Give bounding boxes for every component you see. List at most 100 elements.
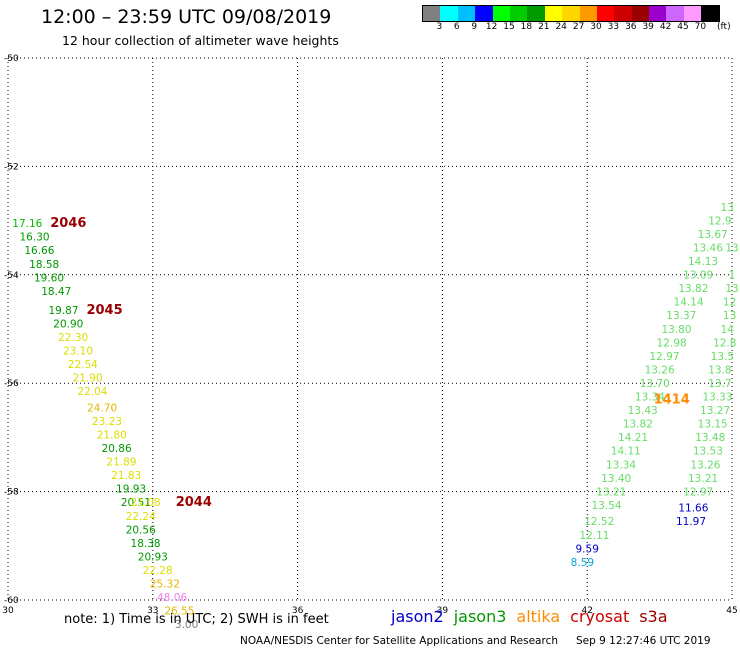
wave-height-label: 21.80	[97, 429, 127, 441]
color-scale-label: 24	[555, 22, 567, 32]
color-scale-labels: 3 6 9 12 15 18 21 24 27 30 33 36 39 42 45 70 (ft)	[422, 22, 740, 36]
wave-height-label: 13.82	[678, 283, 708, 295]
wave-height-label: 19.87	[48, 305, 78, 317]
wave-height-label: 26.55	[164, 606, 194, 618]
color-swatch	[423, 6, 441, 21]
wave-height-label: 24.70	[87, 402, 117, 414]
footnote: note: 1) Time is in UTC; 2) SWH is in fe…	[64, 612, 329, 627]
color-scale-label: 21	[538, 22, 550, 32]
wave-height-label: 13.82	[623, 419, 653, 431]
wave-height-label: 13.5	[711, 351, 734, 363]
wave-height-label: 17.16	[12, 218, 42, 230]
latitude-tick-label: -52	[4, 162, 19, 172]
satellite-legend-item: jason2	[391, 607, 444, 626]
longitude-tick-label: 33	[147, 606, 158, 616]
page-title: 12:00 – 23:59 UTC 09/08/2019	[41, 6, 332, 28]
wave-height-label: 13	[725, 242, 738, 254]
wave-height-label: 19.60	[34, 272, 64, 284]
wave-height-label: 13.26	[645, 364, 675, 376]
color-swatch	[492, 6, 510, 21]
wave-height-label: 20.51	[121, 497, 151, 509]
wave-height-label: 12.9	[708, 215, 731, 227]
track-id-label: 1414	[654, 392, 690, 407]
wave-height-label: 13.43	[628, 405, 658, 417]
wave-height-label: 22.54	[68, 359, 98, 371]
wave-height-label: 20.86	[102, 443, 132, 455]
wave-height-label: 13.7	[708, 378, 731, 390]
wave-height-label: 48.06	[157, 592, 187, 604]
wave-height-label: 12.11	[579, 530, 609, 542]
wave-height-label: 14.11	[611, 446, 641, 458]
latitude-tick-label: -56	[4, 379, 19, 389]
track-id-label: 2045	[86, 303, 122, 318]
color-swatch	[527, 6, 545, 21]
color-scale-label: 42	[659, 22, 672, 32]
wave-height-label: 20.93	[138, 551, 168, 563]
latitude-tick-label: -54	[4, 271, 19, 281]
wave-height-label: 13	[723, 310, 736, 322]
page-subtitle: 12 hour collection of altimeter wave hei…	[62, 33, 339, 48]
wave-height-label: 13.33	[702, 392, 732, 404]
wave-height-label: 13	[720, 202, 733, 214]
color-scale-label: 39	[642, 22, 654, 32]
color-scale-label: 45	[677, 22, 689, 32]
latitude-tick-label: -58	[4, 488, 19, 498]
color-swatch	[701, 6, 719, 21]
wave-height-label: 18.58	[29, 259, 59, 271]
wave-height-label: 21.83	[111, 470, 141, 482]
color-scale-unit: (ft)	[717, 22, 731, 32]
wave-height-label: 23.23	[92, 416, 122, 428]
wave-height-label: 22.28	[143, 565, 173, 577]
color-scale-label: 6	[453, 22, 460, 32]
color-scale-label: 36	[625, 22, 637, 32]
satellite-legend-item: altika	[516, 607, 561, 626]
satellite-legend: jason2 jason3 altika cryosat s3a	[391, 607, 678, 626]
color-scale-label: 15	[503, 22, 515, 32]
satellite-legend-item: jason3	[453, 607, 507, 626]
color-swatch	[683, 6, 702, 21]
longitude-tick-label: 42	[581, 606, 592, 616]
wave-height-label: 21.08	[131, 497, 161, 509]
wave-height-label: 13.26	[690, 459, 720, 471]
color-scale-label: 12	[485, 22, 498, 32]
color-scale-label: 3	[436, 22, 443, 32]
wave-height-label: 11.97	[676, 516, 706, 528]
wave-height-label: 12.8	[713, 337, 736, 349]
wave-height-label: 12.98	[657, 337, 687, 349]
color-scale-label: 9	[471, 22, 478, 32]
longitude-tick-label: 36	[292, 606, 304, 616]
color-swatch	[614, 6, 632, 21]
satellite-legend-item: s3a	[639, 607, 668, 626]
wave-height-label: 21.90	[73, 373, 103, 385]
wave-height-label: 25.32	[150, 579, 180, 591]
timestamp: Sep 9 12:27:46 UTC 2019	[576, 635, 711, 647]
wave-height-label: 23.10	[63, 345, 93, 357]
wave-height-label: 19.93	[116, 484, 146, 496]
latitude-tick-label: -50	[4, 54, 19, 64]
wave-height-label: 13.27	[700, 405, 730, 417]
wave-height-label: 13.48	[695, 432, 725, 444]
wave-height-label: 16.30	[20, 232, 50, 244]
wave-height-label: 18.38	[131, 538, 161, 550]
color-swatch	[596, 6, 615, 21]
wave-height-label: 22.30	[58, 332, 88, 344]
wave-height-label: 13.09	[683, 270, 713, 282]
wave-height-label: 9.59	[576, 543, 599, 555]
wave-height-label: 12.97	[683, 486, 713, 498]
wave-height-label: 13.37	[666, 310, 696, 322]
color-scale-label: 70	[694, 22, 707, 32]
wave-height-label: 22.24	[126, 511, 156, 523]
color-swatch	[509, 6, 528, 21]
wave-height-label: 14.13	[688, 256, 718, 268]
wave-height-label: 12.52	[584, 516, 614, 528]
wave-height-label: 14.21	[618, 432, 648, 444]
wave-height-label: 13.67	[698, 229, 728, 241]
wave-height-label: 1	[729, 270, 736, 282]
wave-height-label: 13.21	[596, 486, 626, 498]
wave-height-label: 13.34	[635, 392, 665, 404]
wave-height-label: 12.97	[649, 351, 679, 363]
color-scale-label: 30	[590, 22, 602, 32]
wave-height-label: 12	[723, 297, 736, 309]
wave-height-label: 13.34	[606, 459, 636, 471]
